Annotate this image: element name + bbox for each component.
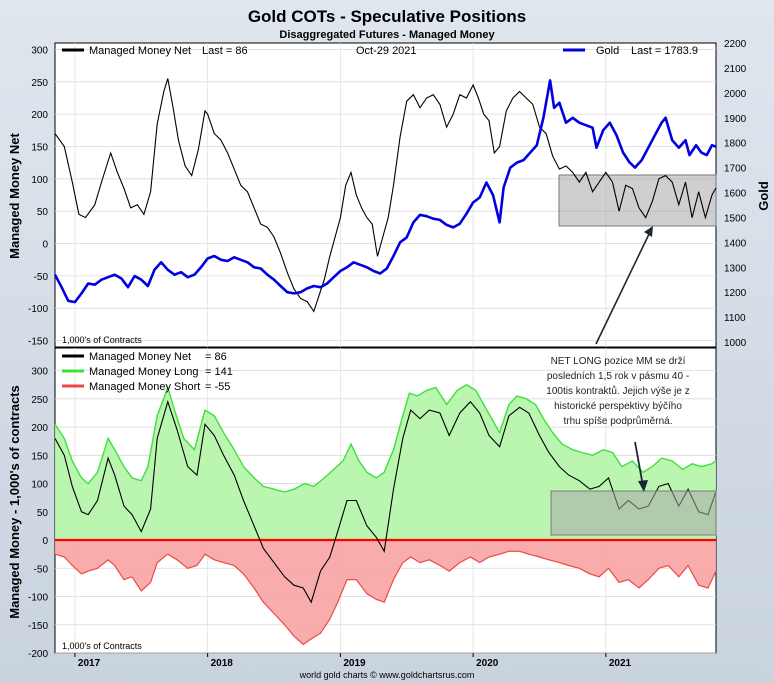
bottom-range-box — [550, 490, 717, 536]
top-right-y-label: Gold — [756, 181, 771, 211]
bottom-y-label: Managed Money - 1,000's of contracts — [7, 385, 22, 619]
top-right-tick-label: 1000 — [724, 338, 747, 349]
series-net-line — [54, 78, 717, 313]
x-tick-label: 2018 — [211, 658, 234, 669]
bottom-panel: 300 250 200 150 100 50 0 -50 -100 -150 -200 Manage… — [7, 226, 717, 660]
bottom-left-tick-label: -200 — [28, 649, 48, 660]
annotation-arrow-up-head — [644, 226, 653, 237]
legend-mm-net-last: = 86 — [205, 351, 227, 363]
bottom-contracts-note: 1,000's of Contracts — [62, 641, 142, 651]
series-mm-net-line — [54, 399, 717, 604]
top-left-tick-label: 200 — [31, 110, 48, 121]
annotation-line: trhu spíše podprůměrná. — [564, 415, 673, 427]
annotation-line: 100tis kontraktů. Jejich výše je z — [546, 385, 689, 397]
x-tick-label: 2019 — [343, 658, 366, 669]
x-tick-label: 2021 — [609, 658, 632, 669]
top-right-tick-label: 1200 — [724, 288, 747, 299]
top-panel: 300 250 200 150 100 50 0 -50 -100 -150 2200 2100 20… — [7, 39, 771, 349]
annotation-line: posledních 1,5 rok v pásmu 40 - — [547, 371, 689, 382]
legend-gold-last: Last = 1783.9 — [631, 45, 698, 57]
top-right-tick-label: 1400 — [724, 238, 747, 249]
series-short-area — [55, 540, 716, 645]
x-tick-label: 2020 — [476, 658, 499, 669]
bottom-left-tick-label: -150 — [28, 621, 48, 632]
bottom-left-tick-label: 150 — [31, 451, 48, 462]
chart-subtitle: Disaggregated Futures - Managed Money — [279, 29, 495, 41]
annotation-line: NET LONG pozice MM se drží — [551, 356, 686, 367]
series-long-line — [54, 383, 717, 493]
top-left-axis: 300 250 200 150 100 50 0 -50 -100 -150 — [28, 45, 48, 347]
legend-long-last: = 141 — [205, 366, 233, 378]
chart-title: Gold COTs - Speculative Positions — [248, 7, 526, 26]
bottom-left-tick-label: 200 — [31, 423, 48, 434]
legend-mm-net-label: Managed Money Net — [89, 351, 191, 363]
series-short-line — [54, 550, 717, 646]
top-left-tick-label: -150 — [28, 337, 48, 348]
top-left-tick-label: -100 — [28, 304, 48, 315]
bottom-left-tick-label: 50 — [37, 508, 49, 519]
bottom-left-tick-label: 0 — [42, 536, 48, 547]
bottom-left-tick-label: 300 — [31, 367, 48, 378]
top-right-tick-label: 2000 — [724, 89, 747, 100]
top-left-tick-label: 50 — [37, 207, 49, 218]
top-range-box — [558, 174, 717, 227]
top-series — [53, 78, 717, 313]
top-right-tick-label: 1900 — [724, 114, 747, 125]
top-left-tick-label: 150 — [31, 142, 48, 153]
legend-gold-label: Gold — [596, 45, 619, 57]
bottom-left-tick-label: -100 — [28, 593, 48, 604]
legend-long-label: Managed Money Long — [89, 366, 198, 378]
top-left-tick-label: 300 — [31, 45, 48, 56]
legend-net-last: Last = 86 — [202, 45, 248, 57]
legend-short-last: = -55 — [205, 381, 230, 393]
top-right-tick-label: 2100 — [724, 64, 747, 75]
top-left-tick-label: 0 — [42, 240, 48, 251]
top-right-tick-label: 1100 — [724, 313, 746, 324]
annotation-arrow-down — [634, 441, 644, 487]
footer-credit: world gold charts © www.goldchartsrus.co… — [299, 670, 475, 680]
x-axis: 2017 2018 2019 2020 2021 — [74, 653, 632, 669]
top-right-tick-label: 1300 — [724, 263, 747, 274]
top-left-tick-label: -50 — [34, 272, 49, 283]
bottom-left-tick-label: 250 — [31, 395, 48, 406]
top-y-label: Managed Money Net — [7, 132, 22, 258]
bottom-left-tick-label: -50 — [34, 564, 49, 575]
top-right-tick-label: 1500 — [724, 213, 747, 224]
annotation-text: NET LONG pozice MM se drží posledních 1,5… — [546, 356, 689, 427]
annotation-arrow-down-head — [638, 480, 648, 492]
date-label: Oct-29 2021 — [356, 45, 417, 57]
top-right-axis: 2200 2100 2000 1900 1800 1700 1600 1500 1400 1300… — [724, 39, 747, 349]
top-right-tick-label: 2200 — [724, 39, 747, 50]
bottom-left-tick-label: 100 — [31, 480, 48, 491]
top-left-tick-label: 100 — [31, 175, 48, 186]
x-tick-label: 2017 — [78, 658, 101, 669]
top-right-tick-label: 1800 — [724, 139, 747, 150]
annotation-arrow-up — [595, 229, 652, 345]
annotation-line: historické perspektivy býčího — [554, 401, 682, 412]
top-right-tick-label: 1700 — [724, 164, 747, 175]
top-right-tick-label: 1600 — [724, 189, 747, 200]
top-left-tick-label: 250 — [31, 78, 48, 89]
top-contracts-note: 1,000's of Contracts — [62, 335, 142, 345]
legend-short-label: Managed Money Short — [89, 381, 200, 393]
series-gold-line — [53, 79, 717, 304]
bottom-left-axis: 300 250 200 150 100 50 0 -50 -100 -150 -200 — [28, 367, 48, 660]
legend-net-label: Managed Money Net — [89, 45, 191, 57]
